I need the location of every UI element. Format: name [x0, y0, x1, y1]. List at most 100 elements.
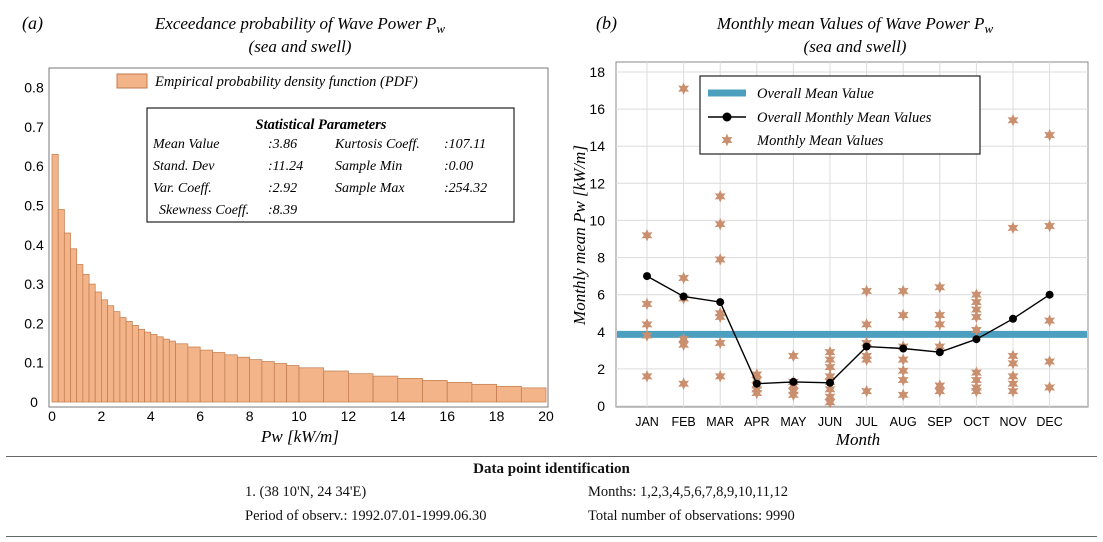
identification-period: Period of observ.: 1992.07.01-1999.06.30	[245, 508, 487, 524]
x-tick-label: NOV	[999, 415, 1027, 429]
stats-value: :0.00	[444, 159, 473, 174]
x-tick-label: JUL	[855, 415, 877, 429]
legend-star-label: Monthly Mean Values	[756, 133, 884, 149]
monthly-value-star	[970, 384, 982, 398]
x-tick-label: OCT	[963, 415, 990, 429]
histogram-bar	[496, 385, 522, 403]
x-tick-label: JAN	[635, 415, 659, 429]
histogram-bar	[94, 291, 102, 403]
y-tick-label: 0.3	[24, 276, 44, 292]
y-tick-label: 14	[589, 138, 605, 154]
charts-canvas: (a) Exceedance probability of Wave Power…	[22, 13, 1089, 449]
monthly-value-star	[824, 396, 836, 409]
monthly-mean-point	[789, 377, 798, 386]
x-tick-label: 12	[341, 408, 357, 424]
monthly-value-star	[787, 349, 799, 363]
monthly-value-star	[678, 271, 690, 285]
monthly-value-star	[897, 284, 909, 298]
panel-a-bars	[51, 154, 547, 403]
x-tick-label: SEP	[927, 415, 952, 429]
monthly-value-star	[714, 370, 726, 383]
monthly-value-star	[861, 318, 873, 331]
stats-label: Sample Min	[335, 159, 402, 174]
histogram-bar	[422, 380, 448, 403]
monthly-value-star	[641, 370, 653, 383]
histogram-bar	[236, 356, 251, 403]
histogram-bar	[131, 325, 139, 403]
y-tick-label: 8	[597, 250, 605, 266]
histogram-bar	[162, 338, 170, 403]
y-tick-label: 0.4	[24, 237, 44, 253]
stats-value: :3.86	[268, 137, 297, 152]
panel-b-y-ticks: 0 2 4 6 8 10 12 14 16 18	[589, 64, 605, 414]
histogram-bar	[82, 273, 90, 403]
monthly-value-star	[1044, 314, 1056, 327]
stats-label: Stand. Dev	[153, 159, 215, 174]
stats-box-title: Statistical Parameters	[256, 117, 387, 133]
data-point-identification: Data point identification 1. (38 10'N, 2…	[0, 455, 1103, 542]
stats-value: :107.11	[444, 137, 486, 152]
x-tick-label: 20	[538, 408, 554, 424]
x-tick-label: 16	[439, 408, 455, 424]
legend-mean-label: Overall Mean Value	[757, 86, 874, 102]
histogram-bar	[88, 283, 96, 403]
histogram-bar	[446, 382, 473, 403]
monthly-value-star	[714, 253, 726, 266]
panel-a-x-label: Pw [kW/m]	[260, 427, 339, 446]
monthly-mean-point	[643, 272, 651, 281]
monthly-value-star	[1044, 219, 1056, 233]
panel-b-y-label: Monthly mean Pw [kW/m]	[570, 145, 589, 326]
divider-top	[6, 456, 1097, 457]
histogram-bar	[224, 354, 238, 403]
histogram-bar	[63, 232, 71, 403]
stats-value: :254.32	[444, 181, 487, 196]
monthly-value-star	[861, 353, 873, 366]
histogram-bar	[286, 365, 300, 403]
y-tick-label: 0.6	[24, 158, 44, 174]
histogram-bar	[168, 340, 176, 403]
monthly-mean-point	[972, 335, 981, 344]
panel-b-monthly-values	[641, 82, 1056, 409]
legend-line-label: Overall Monthly Mean Values	[757, 110, 932, 126]
histogram-bar	[212, 352, 226, 403]
histogram-bar	[249, 359, 263, 403]
identification-location: 1. (38 10'N, 24 34'E)	[245, 484, 367, 500]
monthly-mean-point	[935, 348, 944, 357]
histogram-bar	[187, 346, 201, 403]
identification-months: Months: 1,2,3,4,5,6,7,8,9,10,11,12	[588, 484, 789, 500]
monthly-value-star	[641, 297, 653, 311]
monthly-value-star	[934, 384, 946, 398]
y-tick-label: 0.5	[24, 198, 44, 214]
monthly-value-star	[678, 82, 690, 95]
monthly-mean-point	[716, 298, 725, 307]
monthly-value-star	[751, 386, 763, 400]
monthly-value-star	[1007, 221, 1019, 235]
y-tick-label: 0	[30, 394, 38, 410]
y-tick-label: 0	[597, 398, 605, 414]
histogram-bar	[175, 343, 189, 403]
monthly-value-star	[897, 388, 909, 402]
histogram-bar	[323, 370, 349, 403]
y-tick-label: 0.1	[24, 355, 44, 371]
panel-b-monthly-mean-line	[643, 272, 1054, 388]
stats-value: :11.24	[268, 159, 303, 174]
panel-b: (b) Monthly mean Values of Wave Power Pw…	[570, 13, 1089, 449]
histogram-bar	[57, 209, 65, 403]
panel-a-title: Exceedance probability of Wave Power Pw	[154, 14, 446, 36]
monthly-value-star	[1044, 381, 1056, 394]
stats-label: Kurtosis Coeff.	[334, 137, 420, 152]
monthly-value-star	[934, 318, 946, 331]
x-tick-label: 2	[98, 408, 106, 424]
x-tick-label: APR	[744, 415, 770, 429]
monthly-value-star	[787, 388, 799, 402]
histogram-bar	[113, 311, 121, 403]
histogram-bar	[298, 367, 325, 403]
panel-b-x-ticks: JAN FEB MAR APR MAY JUN JUL AUG SEP OCT NOV DEC	[635, 415, 1063, 429]
legend-line-marker	[722, 112, 732, 122]
stats-label: Mean Value	[152, 137, 219, 152]
monthly-mean-point	[826, 378, 834, 387]
x-tick-label: 18	[489, 408, 505, 424]
monthly-value-star	[1007, 113, 1019, 127]
monthly-value-star	[641, 329, 653, 342]
histogram-bar	[107, 305, 115, 403]
